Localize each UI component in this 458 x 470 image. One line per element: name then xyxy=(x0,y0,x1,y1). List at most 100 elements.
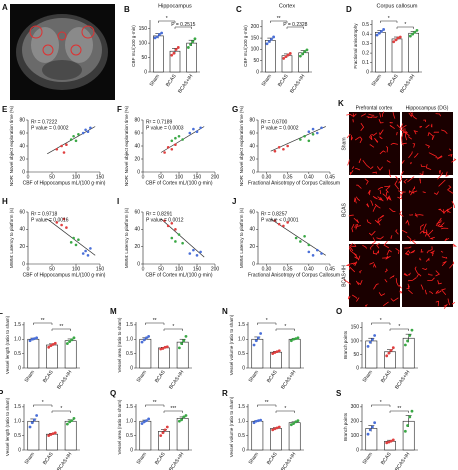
y-tick-label: 20 xyxy=(249,156,255,162)
data-point xyxy=(408,34,412,38)
panel-letter: F xyxy=(117,105,122,114)
data-point xyxy=(177,419,181,423)
data-point xyxy=(72,336,76,340)
data-point xyxy=(170,147,174,151)
y-tick-label: 60 xyxy=(19,209,25,215)
vessel-pattern xyxy=(343,240,404,308)
y-axis-label: NOR: Novel object exploration time (%) xyxy=(124,105,129,186)
p-value: P value = 0.0016 xyxy=(31,217,69,223)
x-tick-label: Sham xyxy=(248,451,260,465)
significance-bracket xyxy=(286,26,304,29)
y-axis-label: MWM: Latency to platform (s) xyxy=(124,207,129,268)
data-point xyxy=(160,31,164,35)
data-point xyxy=(368,340,372,344)
y-tick-label: 100 xyxy=(351,338,360,344)
bar xyxy=(365,340,378,369)
row-label: Sham xyxy=(341,137,347,150)
data-point xyxy=(411,32,414,36)
data-point xyxy=(163,219,166,222)
y-tick-label: 1.0 xyxy=(126,419,133,425)
bar xyxy=(375,31,386,73)
row-label: BCAS+IH xyxy=(341,265,347,287)
significance-label: * xyxy=(404,22,406,28)
data-point xyxy=(62,151,66,154)
significance-label: * xyxy=(172,324,174,330)
data-point xyxy=(413,30,417,34)
data-point xyxy=(86,254,90,257)
data-point xyxy=(142,420,146,424)
data-point xyxy=(182,415,186,419)
significance-bracket xyxy=(371,322,391,325)
x-tick-label: 50 xyxy=(49,266,55,272)
y-tick-label: 60 xyxy=(134,130,140,136)
data-point xyxy=(320,126,323,130)
image-tile xyxy=(402,178,453,241)
y-axis-label: Vessel length (ratio to sham) xyxy=(5,397,10,456)
image-tile xyxy=(402,112,453,175)
data-point xyxy=(307,139,311,143)
data-point xyxy=(180,342,183,345)
bar xyxy=(251,420,264,451)
data-point xyxy=(69,138,73,141)
significance-bracket xyxy=(145,322,165,325)
y-tick-label: 0.2 xyxy=(362,50,369,56)
data-point xyxy=(315,248,319,252)
panel-letter: C xyxy=(236,5,242,14)
significance-bracket xyxy=(51,328,71,331)
significance-label: P = 0.2328 xyxy=(283,22,307,28)
x-tick-label: Sham xyxy=(248,369,260,383)
y-tick-label: 0.5 xyxy=(126,433,133,439)
data-point xyxy=(387,351,391,355)
significance-bracket xyxy=(389,328,409,331)
bar xyxy=(365,428,378,451)
data-point xyxy=(277,425,281,429)
y-tick-label: 100 xyxy=(251,47,260,53)
x-tick-label: 0 xyxy=(142,266,145,272)
y-axis-label: Branch points xyxy=(343,412,348,441)
data-point xyxy=(307,250,311,254)
significance-label: ** xyxy=(265,400,269,406)
significance-label: * xyxy=(60,406,62,412)
data-point xyxy=(373,421,377,425)
x-tick-label: BCAS+IH xyxy=(289,73,306,94)
data-point xyxy=(142,338,146,342)
r-squared: R² = 0.7222 xyxy=(31,119,57,125)
data-point xyxy=(145,419,148,423)
x-tick-label: Sham xyxy=(371,73,383,87)
data-point xyxy=(394,38,398,42)
r-squared: R² = 0.6700 xyxy=(261,119,287,125)
data-point xyxy=(140,340,144,344)
data-point xyxy=(170,236,174,240)
data-point xyxy=(288,52,292,55)
y-tick-label: 0 xyxy=(256,69,259,75)
data-point xyxy=(165,345,169,349)
data-point xyxy=(277,146,281,149)
data-point xyxy=(299,138,302,141)
data-point xyxy=(296,419,300,423)
y-axis-label: Fractional anisotrophy xyxy=(353,23,358,69)
data-point xyxy=(193,37,197,41)
x-tick-label: 0 xyxy=(27,266,30,272)
data-point xyxy=(174,240,177,243)
significance-bracket xyxy=(174,26,192,29)
data-point xyxy=(51,343,55,346)
data-point xyxy=(159,347,163,351)
vessel-pattern xyxy=(396,111,457,177)
data-point xyxy=(35,414,39,417)
data-point xyxy=(371,338,374,341)
x-tick-label: Sham xyxy=(261,73,273,87)
data-point xyxy=(391,346,395,350)
data-point xyxy=(28,425,32,429)
bar xyxy=(391,38,403,73)
y-tick-label: 80 xyxy=(134,117,140,123)
r-squared: R² = 0.9718 xyxy=(31,211,57,217)
y-tick-label: 200 xyxy=(251,24,260,30)
x-tick-label: BCAS+IH xyxy=(56,451,73,470)
bar xyxy=(153,35,164,73)
data-point xyxy=(292,337,295,341)
y-tick-label: 0 xyxy=(252,261,255,267)
x-tick-label: Sham xyxy=(362,369,374,383)
data-point xyxy=(272,35,276,39)
data-point xyxy=(415,29,419,32)
y-tick-label: 1.0 xyxy=(14,337,21,343)
